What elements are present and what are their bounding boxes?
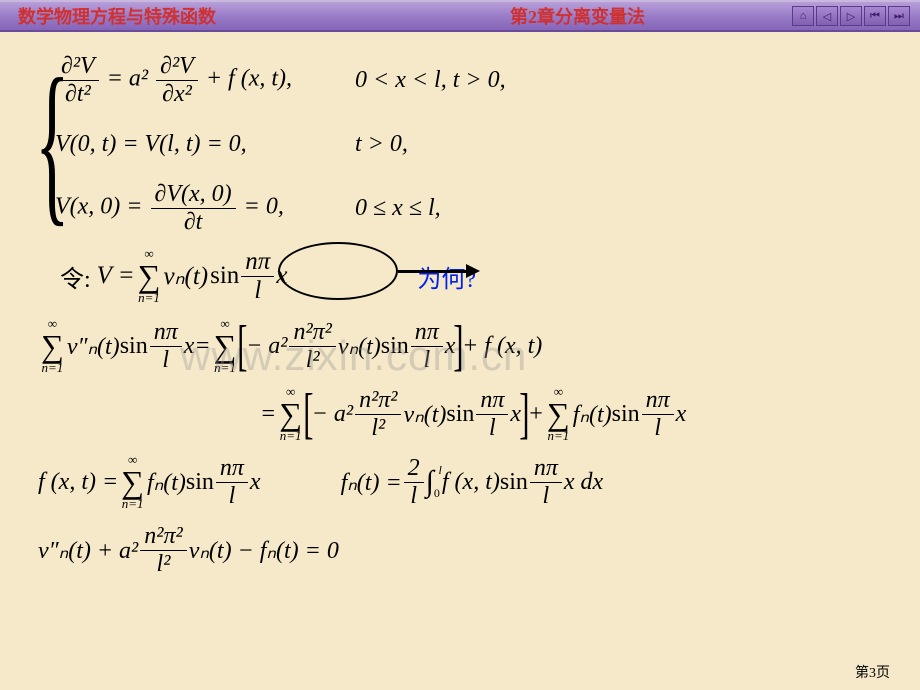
sin-5: sin xyxy=(612,401,640,428)
sum-icon-6: ∞∑n=1 xyxy=(121,452,144,512)
sin-4: sin xyxy=(446,401,474,428)
equals: = xyxy=(107,66,129,92)
x-var: x xyxy=(276,262,287,290)
fn-lhs: fₙ(t) = xyxy=(341,468,402,497)
initial-condition: V(x, 0) = ∂V(x, 0)∂t = 0, 0 ≤ x ≤ l, xyxy=(55,180,890,236)
domain-cond-1: 0 < x < l, t > 0, xyxy=(355,67,506,94)
left-brace-icon: { xyxy=(35,52,70,232)
vpp-a2: v″ₙ(t) + a² xyxy=(38,536,138,565)
vn-t: vₙ(t) xyxy=(163,261,208,291)
ansatz-line: 令: V = ∞ ∑ n=1 vₙ(t) sin nπl x 为何? xyxy=(60,246,890,306)
fn-2: fₙ(t) xyxy=(147,468,186,497)
bracket-left-icon: [ xyxy=(238,318,248,374)
x-5: x xyxy=(676,401,687,428)
substitution-line-1: ∞∑n=1 v″ₙ(t) sin nπl x = ∞∑n=1 [ − a² n²… xyxy=(38,314,890,378)
arrow-head-icon xyxy=(466,264,480,278)
eq-2: = xyxy=(194,333,210,360)
prev-icon[interactable]: ◁ xyxy=(816,6,838,26)
fourier-expansion-line: f (x, t) = ∞∑n=1 fₙ(t) sin nπl x fₙ(t) =… xyxy=(38,450,890,514)
sin-fn: sin xyxy=(210,262,239,290)
a-squared: a² xyxy=(129,66,148,92)
next-icon[interactable]: ▷ xyxy=(840,6,862,26)
eq-3: = xyxy=(260,401,276,428)
slide-content: www.zixin.com.cn { ∂²V∂t² = a² ∂²V∂x² + … xyxy=(0,32,920,606)
l-den: l xyxy=(250,277,265,305)
neg-a2-2: − a² xyxy=(312,401,353,428)
ic-cond: 0 ≤ x ≤ l, xyxy=(355,195,441,222)
ellipse-annotation-icon xyxy=(278,242,398,300)
slide-header: 数学物理方程与特殊函数 第2章分离变量法 ⌂ ◁ ▷ ⏮ ⏭ xyxy=(0,0,920,32)
integral-icon: ∫l0 xyxy=(426,465,434,499)
dx2-den: ∂x² xyxy=(158,81,196,107)
sum-icon: ∞ ∑ n=1 xyxy=(138,246,161,306)
sum-lower: n=1 xyxy=(138,290,160,306)
plus-2: + xyxy=(528,401,544,428)
sum-icon-5: ∞∑n=1 xyxy=(547,384,570,444)
fn-term: fₙ(t) xyxy=(573,400,612,429)
sin-6: sin xyxy=(186,469,214,496)
ic-post: = 0, xyxy=(244,194,284,220)
plus-f: + f (x, t), xyxy=(206,66,292,92)
sum-icon-4: ∞∑n=1 xyxy=(279,384,302,444)
substitution-line-2: = ∞∑n=1 [ − a² n²π²l² vₙ(t) sin nπl x ] … xyxy=(260,382,890,446)
pde-equation: ∂²V∂t² = a² ∂²V∂x² + f (x, t), 0 < x < l… xyxy=(55,52,890,108)
sin-2: sin xyxy=(120,333,148,360)
sum-icon-3: ∞∑n=1 xyxy=(214,316,237,376)
last-icon[interactable]: ⏭ xyxy=(888,6,910,26)
dvx0-num: ∂V(x, 0) xyxy=(151,181,236,208)
vpp-term: v″ₙ(t) xyxy=(67,332,120,361)
sum-icon-2: ∞∑n=1 xyxy=(41,316,64,376)
x-2: x xyxy=(184,333,195,360)
npi-num: nπ xyxy=(241,248,274,277)
sin-3: sin xyxy=(381,333,409,360)
plus-fxt: + f (x, t) xyxy=(462,333,542,360)
bracket-left-2-icon: [ xyxy=(303,386,313,442)
neg-a2: − a² xyxy=(246,333,287,360)
home-icon[interactable]: ⌂ xyxy=(792,6,814,26)
bc-cond: t > 0, xyxy=(355,131,408,158)
bracket-right-icon: ] xyxy=(454,318,464,374)
nav-icon-group: ⌂ ◁ ▷ ⏮ ⏭ xyxy=(792,6,910,26)
xdx: x dx xyxy=(564,469,603,496)
pde-system: { ∂²V∂t² = a² ∂²V∂x² + f (x, t), 0 < x <… xyxy=(30,52,890,236)
vn-2: vₙ(t) xyxy=(338,332,381,361)
dt-den: ∂t xyxy=(180,209,207,235)
vn-fn-zero: vₙ(t) − fₙ(t) = 0 xyxy=(189,536,339,565)
first-icon[interactable]: ⏮ xyxy=(864,6,886,26)
f-lhs: f (x, t) = xyxy=(38,469,118,496)
chapter-title: 第2章分离变量法 xyxy=(510,3,645,29)
bracket-right-2-icon: ] xyxy=(519,386,529,442)
bc-text: V(0, t) = V(l, t) = 0, xyxy=(55,131,335,158)
d2v-dx-num: ∂²V xyxy=(156,53,198,80)
x-6: x xyxy=(250,469,261,496)
let-label: 令: xyxy=(60,259,91,294)
v-equals: V = xyxy=(97,262,135,290)
vn-3: vₙ(t) xyxy=(403,400,446,429)
ode-result-line: v″ₙ(t) + a² n²π²l² vₙ(t) − fₙ(t) = 0 xyxy=(38,518,890,582)
course-title: 数学物理方程与特殊函数 xyxy=(18,3,216,29)
sin-7: sin xyxy=(500,469,528,496)
boundary-condition: V(0, t) = V(l, t) = 0, t > 0, xyxy=(55,116,890,172)
f-integrand: f (x, t) xyxy=(442,469,500,496)
page-number: 第3页 xyxy=(855,662,890,682)
arrow-line-icon xyxy=(398,270,468,273)
